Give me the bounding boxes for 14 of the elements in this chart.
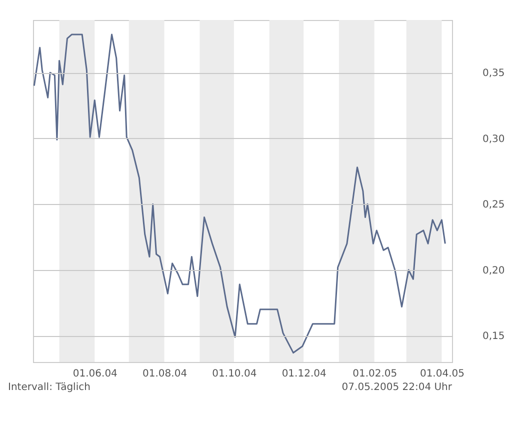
- y-tick-label: 0,30: [482, 134, 505, 145]
- x-tick-label: 01.04.05: [420, 368, 464, 380]
- text: Intervall: Täglich: [8, 382, 90, 393]
- x-tick-label: 01.10.04: [212, 368, 257, 380]
- y-tick-label: 0,15: [482, 331, 505, 342]
- x-tick-label: 01.08.04: [142, 368, 188, 380]
- line-series: [33, 34, 446, 354]
- x-tick-label: 01.06.04: [72, 368, 118, 380]
- y-tick-label: 0,25: [482, 200, 505, 211]
- y-tick-label: 0,20: [482, 265, 505, 276]
- x-tick-label: 01.02.05: [352, 368, 398, 380]
- y-tick-label: 0,35: [482, 68, 505, 80]
- text: 07.05.2005 22:04 Uhr: [342, 382, 453, 393]
- x-tick-label: 01.12.04: [282, 368, 326, 380]
